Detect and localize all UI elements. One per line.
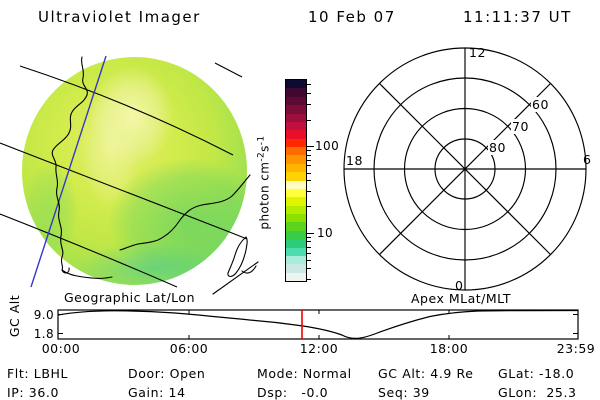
lat-lon-grid-lines — [0, 62, 248, 288]
mlt-label-12: 12 — [469, 45, 486, 60]
status-gcalt: GC Alt: 4.9 Re — [378, 366, 474, 381]
ytick-9: 9.0 — [33, 308, 54, 322]
colorbar-band — [286, 272, 306, 281]
colorbar-label-100: 100 — [315, 139, 340, 153]
colorbar-band — [286, 80, 306, 89]
colorbar-major-tick — [307, 233, 314, 234]
colorbar-band — [286, 264, 306, 273]
units-segment: s — [257, 145, 272, 152]
timeline-ylabel: GC Alt — [7, 294, 22, 338]
xtick-1800: 18:00 — [429, 341, 469, 356]
colorbar-units-label: photon cm-2s-1 — [257, 93, 272, 273]
coastline-overlay — [51, 56, 259, 295]
colorbar-minor-tick — [307, 165, 311, 167]
status-door: Door: Open — [128, 366, 206, 381]
status-ip: IP: 36.0 — [7, 385, 60, 400]
xtick-0600: 06:00 — [169, 341, 209, 356]
gc-alt-curve — [57, 309, 579, 340]
mlat-ring-label-60: 60 — [531, 97, 550, 112]
status-glat: GLat: -18.0 — [498, 366, 575, 381]
apex-polar-grid — [343, 47, 587, 291]
title-time: 11:11:37 UT — [463, 8, 572, 26]
status-dsp: Dsp: -0.0 — [257, 385, 329, 400]
colorbar-band — [286, 105, 306, 114]
status-gain: Gain: 14 — [128, 385, 186, 400]
colorbar-band — [286, 96, 306, 106]
colorbar-minor-tick — [307, 241, 311, 243]
colorbar — [285, 79, 307, 282]
units-segment: photon cm — [257, 161, 272, 230]
gc-alt-timeline — [57, 309, 579, 340]
mlt-label-0: 0 — [455, 278, 464, 293]
colorbar-band — [286, 188, 306, 198]
colorbar-minor-tick — [307, 279, 311, 280]
colorbar-band — [286, 214, 306, 223]
meridian-line — [30, 55, 107, 288]
colorbar-band — [286, 155, 306, 164]
colorbar-minor-tick — [307, 259, 311, 261]
polar-caption: Apex MLat/MLT — [411, 291, 512, 306]
status-seq: Seq: 39 — [378, 385, 430, 400]
xtick-2359: 23:59 — [556, 341, 596, 356]
colorbar-minor-tick — [307, 206, 311, 208]
disk-caption: Geographic Lat/Lon — [64, 290, 195, 305]
colorbar-band — [286, 172, 306, 181]
units-segment: -1 — [256, 135, 267, 146]
colorbar-band — [286, 130, 306, 139]
colorbar-minor-tick — [307, 93, 311, 95]
colorbar-band — [286, 121, 306, 131]
mlat-ring-label-80: 80 — [488, 140, 507, 155]
colorbar-minor-tick — [307, 252, 311, 254]
colorbar-minor-tick — [307, 149, 311, 151]
app-title: Ultraviolet Imager — [38, 8, 201, 26]
colorbar-major-tick — [307, 145, 314, 147]
colorbar-minor-tick — [307, 119, 311, 121]
colorbar-minor-tick — [307, 172, 311, 174]
status-glon: GLon: 25.3 — [498, 385, 577, 400]
ytick-1-8: 1.8 — [33, 327, 54, 341]
mlt-label-18: 18 — [346, 153, 363, 168]
colorbar-minor-tick — [307, 267, 311, 269]
colorbar-minor-tick — [307, 191, 311, 192]
colorbar-band — [286, 138, 306, 147]
xtick-1200: 12:00 — [299, 341, 339, 356]
colorbar-band — [286, 88, 306, 97]
colorbar-label-10: 10 — [317, 226, 334, 240]
colorbar-band — [286, 255, 306, 265]
status-mode: Mode: Normal — [257, 366, 352, 381]
colorbar-band — [286, 247, 306, 256]
colorbar-band — [286, 180, 306, 189]
colorbar-minor-tick — [307, 159, 311, 161]
colorbar-minor-tick — [307, 246, 311, 248]
title-date: 10 Feb 07 — [308, 8, 396, 26]
mlat-ring-label-70: 70 — [511, 119, 530, 134]
timeline-ticks — [58, 310, 578, 339]
colorbar-minor-tick — [307, 154, 311, 156]
earth-uv-disk — [0, 55, 259, 295]
colorbar-band — [286, 163, 306, 173]
xtick-0000: 00:00 — [41, 341, 81, 356]
colorbar-band — [286, 113, 306, 122]
colorbar-minor-tick — [307, 180, 311, 182]
units-segment: -2 — [256, 151, 267, 162]
colorbar-band — [286, 230, 306, 240]
colorbar-minor-tick — [307, 103, 311, 105]
colorbar-minor-tick — [307, 84, 311, 86]
mlt-label-6: 6 — [583, 152, 592, 167]
colorbar-minor-tick — [307, 237, 311, 238]
timeline-frame — [57, 309, 579, 340]
colorbar-band — [286, 239, 306, 248]
colorbar-band — [286, 197, 306, 206]
colorbar-band — [286, 205, 306, 214]
status-flt: Flt: LBHL — [7, 366, 69, 381]
colorbar-band — [286, 147, 306, 156]
colorbar-band — [286, 222, 306, 231]
